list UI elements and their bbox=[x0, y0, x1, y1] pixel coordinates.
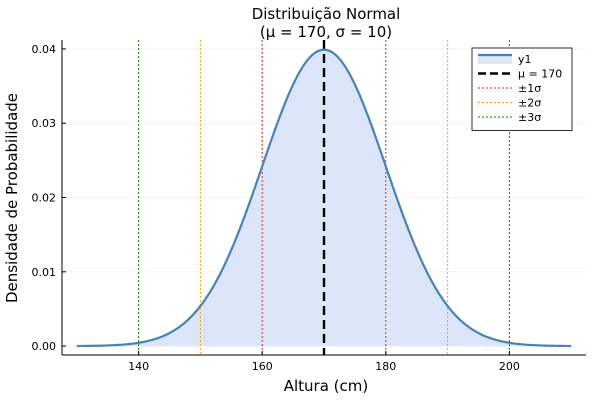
x-tick-label: 200 bbox=[499, 360, 520, 373]
chart-title-line2: (μ = 170, σ = 10) bbox=[260, 23, 392, 41]
legend-label: ±2σ bbox=[518, 97, 541, 110]
y-tick-label: 0.02 bbox=[32, 192, 57, 205]
legend-label: y1 bbox=[518, 53, 532, 66]
legend-label: ±3σ bbox=[518, 111, 541, 124]
x-tick-label: 160 bbox=[252, 360, 273, 373]
y-tick-label: 0.03 bbox=[32, 117, 57, 130]
legend-label: μ = 170 bbox=[518, 68, 562, 81]
x-tick-label: 180 bbox=[375, 360, 396, 373]
y-tick-label: 0.01 bbox=[32, 266, 57, 279]
y-tick-label: 0.04 bbox=[32, 43, 57, 56]
x-tick-label: 140 bbox=[128, 360, 149, 373]
legend-swatch-fill bbox=[478, 54, 512, 64]
y-tick-label: 0.00 bbox=[32, 340, 57, 353]
tick-labels: 140 160 180 200 0.00 0.01 0.02 0.03 0.04 bbox=[32, 43, 520, 373]
legend: y1 μ = 170±1σ ±2σ±3σ bbox=[471, 47, 573, 131]
series-line-y1 bbox=[76, 48, 572, 348]
legend-label: ±1σ bbox=[518, 82, 541, 95]
x-axis-title: Altura (cm) bbox=[284, 377, 369, 395]
chart-title-line1: Distribuição Normal bbox=[252, 5, 401, 23]
y-axis-title: Densidade de Probabilidade bbox=[3, 93, 21, 303]
